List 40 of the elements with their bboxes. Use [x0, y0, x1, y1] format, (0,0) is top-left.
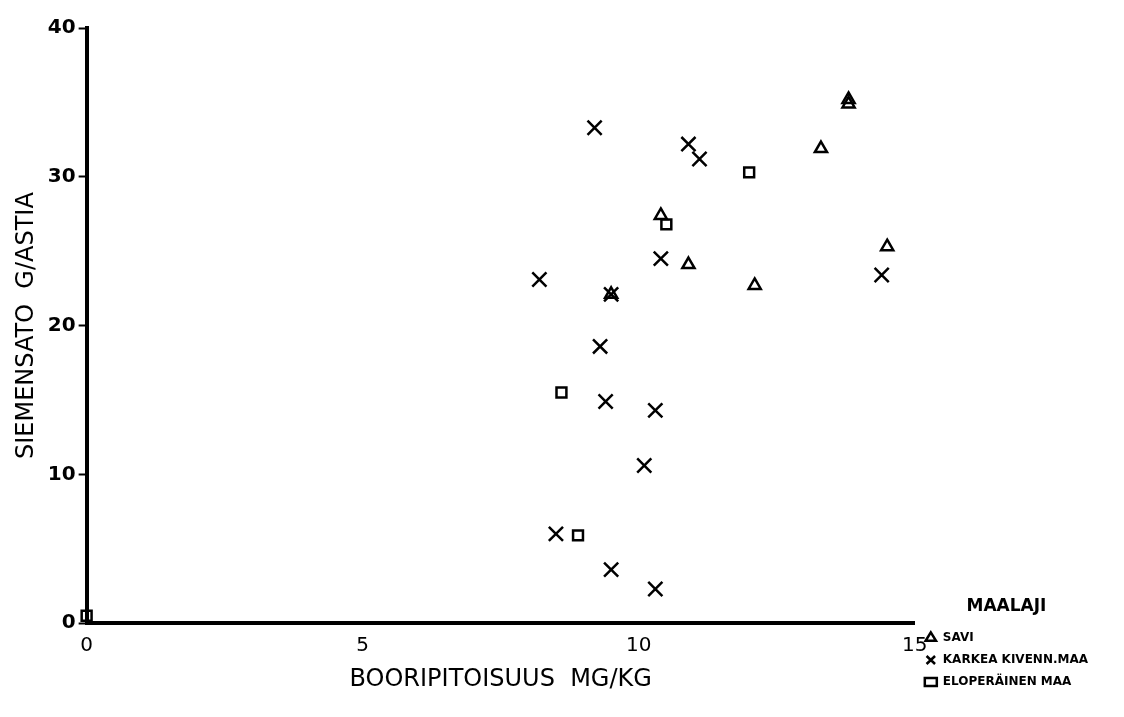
legend-label: ELOPERÄINEN MAA: [942, 673, 1073, 689]
y-tick-label: 20: [47, 311, 76, 336]
point: [747, 277, 762, 291]
point: [547, 525, 565, 543]
point: [652, 250, 670, 267]
x-axis-title: BOORIPITOISUUS MG/KG: [349, 663, 652, 692]
point: [646, 580, 664, 598]
legend-label: SAVI: [942, 630, 974, 645]
x-tick-label: 10: [626, 632, 652, 657]
point: [602, 561, 620, 578]
x-tick-label: 0: [80, 632, 93, 657]
point: [591, 338, 609, 355]
point: [691, 150, 708, 168]
legend-title: MAALAJI: [966, 594, 1047, 615]
point: [879, 238, 895, 252]
point: [873, 266, 890, 284]
point: [646, 402, 664, 419]
point: [680, 135, 697, 153]
point: [681, 256, 696, 270]
point: [660, 218, 673, 231]
x-tick-label: 5: [356, 632, 370, 657]
x-tick-label: 15: [902, 632, 928, 657]
point: [813, 140, 829, 154]
legend-label: KARKEA KIVENN.MAA: [942, 652, 1089, 667]
point: [653, 207, 669, 221]
point: [531, 271, 548, 288]
y-tick-label: 30: [47, 163, 76, 187]
y-tick-label: 40: [47, 14, 76, 39]
point: [742, 166, 756, 179]
point: [586, 119, 603, 137]
point: [841, 95, 856, 109]
point: [597, 393, 614, 410]
point: [841, 91, 856, 105]
point: [571, 529, 585, 542]
point: [635, 457, 653, 474]
y-tick-label: 0: [61, 609, 76, 634]
point: [80, 609, 93, 622]
y-axis-title: SIEMENSATO G/ASTIA: [10, 191, 39, 460]
point: [555, 386, 568, 399]
y-tick-label: 10: [47, 460, 76, 485]
